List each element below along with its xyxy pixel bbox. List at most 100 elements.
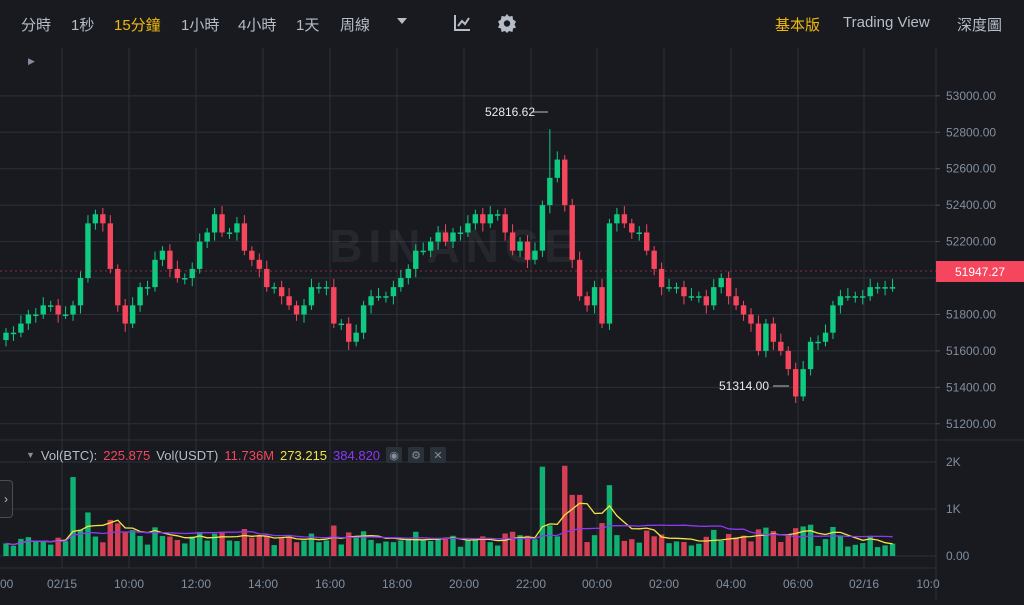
volume-bar: [882, 545, 888, 556]
interval-1d[interactable]: 1天: [296, 17, 320, 34]
indicator-icon[interactable]: [452, 13, 472, 33]
volume-bar: [77, 529, 84, 556]
volume-bar: [614, 535, 620, 556]
candlestick-chart[interactable]: BINANCE 53000.00 52800.00 52600.00 52400.00…: [0, 48, 1024, 600]
volume-bar: [398, 540, 404, 556]
time-tick-label: 16:00: [315, 577, 345, 591]
volume-bar: [837, 535, 844, 556]
volume-bar: [256, 535, 262, 556]
candle-body: [435, 232, 441, 242]
candle-body: [807, 341, 814, 370]
candle-body: [755, 323, 762, 351]
interval-4h[interactable]: 4小時: [238, 17, 277, 34]
view-basic[interactable]: 基本版: [775, 17, 821, 34]
volume-bar: [368, 539, 374, 556]
volume-legend: ▼ Vol(BTC): 225.875 Vol(USDT) 11.736M 27…: [26, 446, 447, 464]
volume-bar: [822, 539, 829, 556]
candle-body: [852, 296, 858, 298]
volume-bar: [420, 540, 426, 556]
volume-bar: [301, 540, 307, 556]
candle-body: [159, 250, 166, 260]
candle-body: [316, 287, 322, 289]
interval-more-chevron-icon[interactable]: [396, 16, 408, 26]
chart-area[interactable]: BINANCE 53000.00 52800.00 52600.00 52400.00…: [0, 48, 1024, 600]
candle-body: [405, 268, 411, 279]
visibility-eye-icon[interactable]: ◉: [386, 447, 403, 463]
volume-bar: [696, 543, 702, 556]
time-tick-label: 00:00: [582, 577, 612, 591]
volume-bar: [174, 539, 181, 556]
candle-body: [576, 259, 583, 297]
volume-bar: [48, 544, 54, 556]
price-tick-label: 52400.00: [946, 198, 996, 212]
volume-bar: [554, 536, 560, 556]
interval-1s[interactable]: 1秒: [71, 17, 95, 34]
candle-body: [62, 314, 69, 316]
candle-body: [629, 223, 635, 233]
volume-bar: [465, 539, 471, 556]
volume-bar: [480, 536, 486, 556]
candle-body: [785, 350, 791, 370]
candle-body: [480, 214, 486, 224]
volume-bar: [85, 512, 91, 556]
volume-bar: [539, 466, 546, 556]
volume-bar: [92, 536, 99, 556]
vol-usdt-value: 11.736M: [224, 447, 275, 463]
vol-btc-label: Vol(BTC):: [40, 447, 98, 463]
interval-1w[interactable]: 周線: [340, 17, 371, 34]
collapse-triangle-icon[interactable]: ▶: [28, 56, 35, 66]
candle-body: [77, 278, 84, 306]
volume-bar: [591, 535, 598, 556]
volume-bar: [234, 541, 240, 556]
volume-bar: [353, 535, 359, 556]
volume-bar: [487, 542, 493, 556]
price-tick-label: 52200.00: [946, 235, 996, 249]
settings-gear-icon[interactable]: [497, 13, 517, 33]
expand-panel-chevron-icon[interactable]: ›: [0, 480, 13, 518]
volume-bar: [874, 547, 881, 556]
volume-collapse-icon[interactable]: ▼: [26, 450, 35, 460]
settings-gear-icon[interactable]: ⚙: [408, 447, 425, 463]
volume-bar: [167, 536, 173, 556]
candle-body: [658, 268, 665, 288]
volume-bar: [152, 527, 158, 556]
volume-bar: [755, 529, 762, 556]
time-tick-label: 14:00: [248, 577, 278, 591]
interval-1h[interactable]: 1小時: [181, 17, 220, 34]
candle-body: [539, 205, 546, 251]
volume-bar: [800, 526, 806, 556]
volume-bar: [852, 544, 858, 556]
candle-body: [293, 305, 300, 315]
price-tick-label: 51600.00: [946, 344, 996, 358]
time-tick-label: 18:00: [382, 577, 412, 591]
candle-body: [867, 287, 873, 297]
volume-bar: [286, 536, 292, 556]
view-tradingview[interactable]: Trading View: [843, 14, 930, 31]
candle-body: [472, 214, 479, 224]
candle-body: [554, 159, 560, 178]
volume-bar: [502, 533, 508, 556]
candle-body: [636, 232, 642, 234]
candle-body: [137, 287, 143, 306]
candle-body: [100, 214, 106, 224]
interval-15m[interactable]: 15分鐘: [114, 17, 161, 34]
volume-bar: [219, 531, 225, 556]
volume-bar: [688, 545, 695, 556]
view-depth[interactable]: 深度圖: [957, 17, 1003, 34]
candle-body: [793, 369, 799, 397]
candle-body: [882, 287, 888, 289]
volume-bar: [793, 528, 799, 556]
volume-bar: [509, 531, 516, 556]
candle-body: [591, 287, 598, 306]
candle-body: [830, 305, 836, 333]
volume-bar: [383, 541, 389, 556]
volume-bar: [107, 519, 113, 556]
volume-bar: [860, 543, 866, 556]
volume-bar: [666, 543, 672, 556]
interval-time[interactable]: 分時: [21, 17, 52, 34]
candle-body: [122, 305, 128, 324]
volume-bar: [375, 543, 382, 556]
candle-body: [271, 287, 277, 289]
close-icon[interactable]: ✕: [430, 447, 447, 463]
candle-body: [517, 241, 523, 251]
